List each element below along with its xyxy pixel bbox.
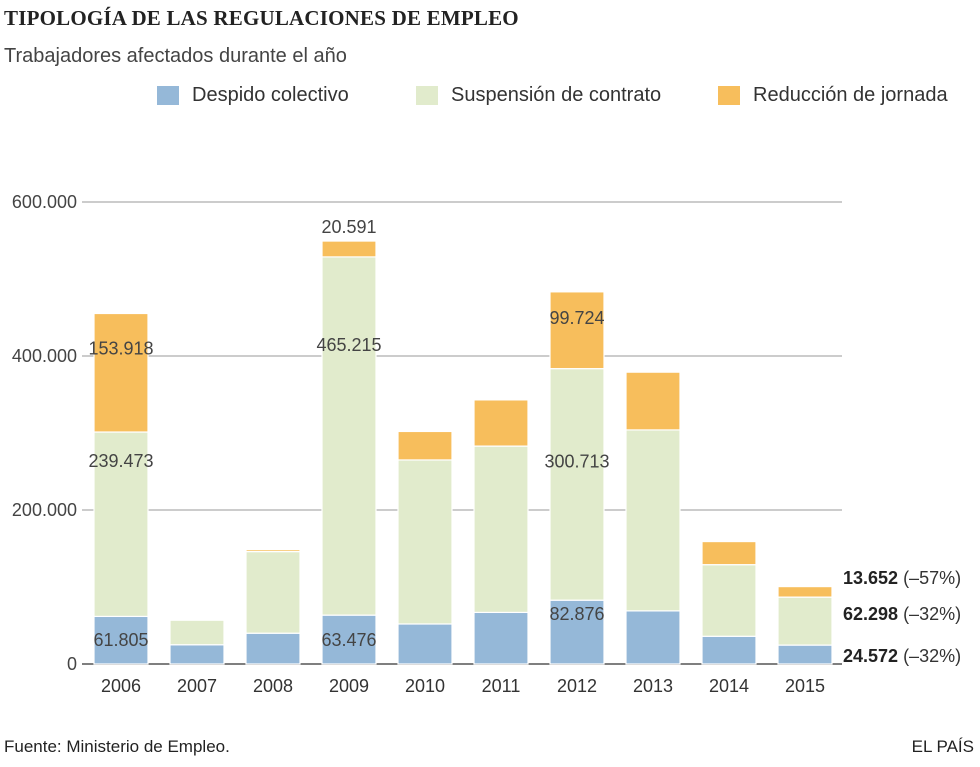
y-tick-label: 400.000 bbox=[12, 346, 77, 366]
bar-2011-despido-colectivo bbox=[473, 611, 529, 665]
legend-item-reduccion: Reducción de jornada bbox=[718, 84, 948, 107]
x-tick-label-2012: 2012 bbox=[557, 676, 597, 696]
bar-2007-reduccion-de-jornada bbox=[169, 618, 225, 621]
data-label-2006-reduccion-de-jornada: 153.918 bbox=[88, 338, 153, 358]
bar-2015-despido-colectivo bbox=[777, 644, 833, 665]
x-tick-label-2008: 2008 bbox=[253, 676, 293, 696]
legend-label-reduccion: Reducción de jornada bbox=[753, 84, 948, 106]
data-label-2009-reduccion-de-jornada: 20.591 bbox=[321, 217, 376, 237]
bar-2007-suspension-de-contrato bbox=[169, 619, 225, 646]
bar-2006-despido-colectivo bbox=[93, 615, 149, 665]
brand-label: EL PAÍS bbox=[911, 737, 974, 756]
legend-swatch-reduccion bbox=[718, 86, 740, 105]
bar-2006-reduccion-de-jornada bbox=[93, 312, 149, 433]
bar-2011-reduccion-de-jornada bbox=[473, 399, 529, 447]
bar-2012-reduccion-de-jornada bbox=[549, 291, 605, 370]
data-label-2006-suspension-de-contrato: 239.473 bbox=[88, 451, 153, 471]
data-label-2009-suspension-de-contrato: 465.215 bbox=[316, 335, 381, 355]
legend-swatch-suspension bbox=[416, 86, 438, 105]
x-tick-label-2009: 2009 bbox=[329, 676, 369, 696]
legend-item-despido: Despido colectivo bbox=[157, 84, 349, 107]
bar-2008-reduccion-de-jornada bbox=[245, 549, 301, 553]
legend-swatch-despido bbox=[157, 86, 179, 105]
data-label-2009-despido-colectivo: 63.476 bbox=[321, 630, 376, 650]
legend-label-despido: Despido colectivo bbox=[192, 84, 349, 106]
bar-2010-reduccion-de-jornada bbox=[397, 430, 453, 461]
chart-title: TIPOLOGÍA DE LAS REGULACIONES DE EMPLEO bbox=[4, 6, 519, 30]
y-tick-label: 600.000 bbox=[12, 192, 77, 212]
x-tick-label-2015: 2015 bbox=[785, 676, 825, 696]
bar-2015-reduccion-de-jornada bbox=[777, 585, 833, 598]
bar-2008-suspension-de-contrato bbox=[245, 550, 301, 634]
bar-2010-despido-colectivo bbox=[397, 623, 453, 665]
end-label-despido-colectivo: 24.572 (–32%) bbox=[843, 646, 961, 666]
bar-2015-suspension-de-contrato bbox=[777, 596, 833, 646]
x-tick-label-2010: 2010 bbox=[405, 676, 445, 696]
x-tick-label-2007: 2007 bbox=[177, 676, 217, 696]
bar-2010-suspension-de-contrato bbox=[397, 459, 453, 625]
bar-2012-suspension-de-contrato bbox=[549, 368, 605, 601]
source-note: Fuente: Ministerio de Empleo. bbox=[4, 737, 230, 756]
x-tick-label-2006: 2006 bbox=[101, 676, 141, 696]
y-tick-label: 0 bbox=[67, 654, 77, 674]
bar-2014-suspension-de-contrato bbox=[701, 564, 757, 637]
data-label-2012-suspension-de-contrato: 300.713 bbox=[544, 452, 609, 472]
bar-2013-despido-colectivo bbox=[625, 610, 681, 665]
end-label-suspension-de-contrato: 62.298 (–32%) bbox=[843, 604, 961, 624]
data-label-2012-despido-colectivo: 82.876 bbox=[549, 604, 604, 624]
bar-2009-reduccion-de-jornada bbox=[321, 240, 377, 258]
legend-label-suspension: Suspensión de contrato bbox=[451, 84, 662, 106]
y-tick-label: 200.000 bbox=[12, 500, 77, 520]
bar-2007-despido-colectivo bbox=[169, 644, 225, 665]
label-layer: 2006 2007 2008 2009 2010 2011 2012 2013 2014 2015… bbox=[88, 217, 961, 696]
x-tick-label-2013: 2013 bbox=[633, 676, 673, 696]
bar-2013-suspension-de-contrato bbox=[625, 429, 681, 612]
bar-2014-reduccion-de-jornada bbox=[701, 540, 757, 566]
legend-item-suspension: Suspensión de contrato bbox=[416, 84, 661, 107]
bar-2014-despido-colectivo bbox=[701, 635, 757, 665]
x-tick-label-2011: 2011 bbox=[482, 676, 521, 696]
bar-2011-suspension-de-contrato bbox=[473, 445, 529, 614]
bar-2006-suspension-de-contrato bbox=[93, 431, 149, 618]
bar-2008-despido-colectivo bbox=[245, 632, 301, 665]
data-label-2012-reduccion-de-jornada: 99.724 bbox=[549, 308, 604, 328]
end-label-reduccion-de-jornada: 13.652 (–57%) bbox=[843, 568, 961, 588]
data-label-2006-despido-colectivo: 61.805 bbox=[93, 630, 148, 650]
bar-2013-reduccion-de-jornada bbox=[625, 371, 681, 431]
chart-subtitle: Trabajadores afectados durante el año bbox=[4, 45, 347, 67]
bar-2009-suspension-de-contrato bbox=[321, 256, 377, 616]
x-tick-label-2014: 2014 bbox=[709, 676, 749, 696]
bar-layer bbox=[93, 240, 833, 665]
